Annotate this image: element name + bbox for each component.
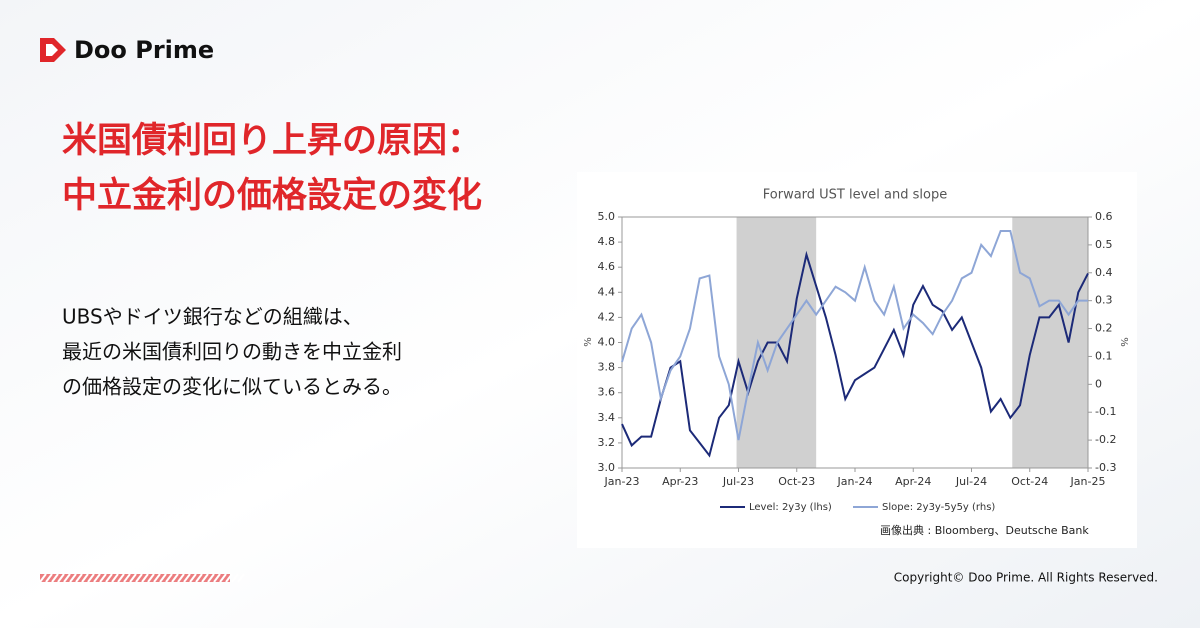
stripe (219, 573, 227, 583)
y2-tick-label: -0.2 (1095, 433, 1116, 446)
stripe (117, 573, 125, 583)
series-line (621, 250, 1089, 458)
x-tick-label: Jul-23 (722, 475, 754, 488)
copyright: Copyright© Doo Prime. All Rights Reserve… (894, 571, 1158, 585)
source: 画像出典 : Bloomberg、Deutsche Bank (880, 523, 1089, 537)
y2-tick-label: 0.4 (1095, 266, 1113, 279)
stripe (165, 573, 173, 583)
body-text: UBSやドイツ銀行などの組織は、 (62, 305, 363, 329)
y-tick-label: 5.0 (598, 210, 616, 223)
legend-label: Slope: 2y3y-5y5y (rhs) (882, 502, 995, 513)
y-tick-label: 4.6 (598, 260, 616, 273)
stripe (63, 573, 71, 583)
chart-title: Forward UST level and slope (763, 188, 947, 203)
stripe (105, 573, 113, 583)
stripe (93, 573, 101, 583)
y-tick-label: 4.2 (598, 310, 616, 323)
y-tick-label: 4.4 (598, 285, 616, 298)
x-tick-label: Jan-23 (604, 475, 640, 488)
y-tick-label: 3.6 (598, 386, 616, 399)
stripe (213, 573, 221, 583)
stripe (207, 573, 215, 583)
stripe (99, 573, 107, 583)
x-tick-label: Oct-23 (778, 475, 815, 488)
stripe (111, 573, 119, 583)
stripe (159, 573, 167, 583)
stripe (135, 573, 143, 583)
stripe (177, 573, 185, 583)
brand: Doo Prime (74, 36, 214, 64)
y2-tick-label: 0 (1095, 377, 1102, 390)
stripe (75, 573, 83, 583)
y2-tick-label: -0.1 (1095, 405, 1116, 418)
y2-tick-label: 0.2 (1095, 322, 1113, 335)
body-text: の価格設定の変化に似ているとみる。 (62, 375, 402, 399)
y-tick-label: 3.2 (598, 436, 616, 449)
x-tick-label: Oct-24 (1011, 475, 1048, 488)
y-tick-label: 4.0 (598, 336, 616, 349)
y-tick-label: 4.8 (598, 235, 616, 248)
stripe (237, 573, 245, 583)
y2-axis-label: % (1118, 337, 1129, 347)
y-tick-label: 3.0 (598, 461, 616, 474)
stripe (147, 573, 155, 583)
x-tick-label: Jul-24 (955, 475, 987, 488)
y-axis-label: % (583, 337, 594, 347)
shaded-range (1012, 217, 1088, 468)
headline: 米国債利回り上昇の原因： (62, 121, 482, 161)
x-tick-label: Apr-23 (662, 475, 698, 488)
stripe (189, 573, 197, 583)
stripe (225, 573, 233, 583)
y-tick-label: 3.8 (598, 361, 616, 374)
stripe (45, 573, 53, 583)
stripe (39, 573, 47, 583)
body-text: 最近の米国債利回りの動きを中立金利 (62, 340, 402, 364)
y2-tick-label: 0.5 (1095, 238, 1113, 251)
stripe-bar (40, 574, 230, 582)
stripe (153, 573, 161, 583)
logo-icon-inner (46, 44, 58, 56)
stripe (129, 573, 137, 583)
stripe (171, 573, 179, 583)
stripe (141, 573, 149, 583)
stripe (183, 573, 191, 583)
y-tick-label: 3.4 (598, 411, 616, 424)
stripe (195, 573, 203, 583)
legend-label: Level: 2y3y (lhs) (749, 502, 832, 513)
x-tick-label: Jan-24 (837, 475, 873, 488)
y2-tick-label: 0.3 (1095, 294, 1113, 307)
stripe (69, 573, 77, 583)
y2-tick-label: 0.6 (1095, 210, 1113, 223)
y2-tick-label: 0.1 (1095, 349, 1113, 362)
stripe (123, 573, 131, 583)
stripe (57, 573, 65, 583)
stripe (81, 573, 89, 583)
stripes (39, 573, 245, 583)
x-tick-label: Jan-25 (1070, 475, 1106, 488)
stripe (51, 573, 59, 583)
y2-tick-label: -0.3 (1095, 461, 1116, 474)
x-tick-label: Apr-24 (895, 475, 931, 488)
headline: 中立金利の価格設定の変化 (62, 175, 482, 216)
stripe (231, 573, 239, 583)
stripe (201, 573, 209, 583)
series-line (621, 229, 1088, 441)
stripe (87, 573, 95, 583)
